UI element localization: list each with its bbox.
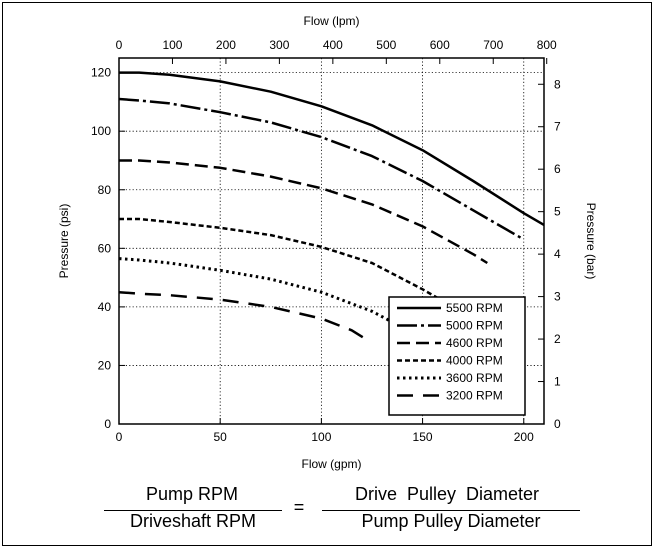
x2-tick-label: 800 xyxy=(537,38,557,52)
x-tick-label: 150 xyxy=(413,430,433,444)
legend-label: 3200 RPM xyxy=(446,389,503,403)
x2-tick-label: 600 xyxy=(430,38,450,52)
x2-tick-label: 100 xyxy=(162,38,182,52)
y-tick-label: 20 xyxy=(98,358,112,372)
x2-tick-label: 400 xyxy=(323,38,343,52)
series-line-4000-rpm xyxy=(119,217,444,303)
legend-label: 5000 RPM xyxy=(446,319,503,333)
y2-tick-label: 3 xyxy=(554,290,561,304)
y-tick-label: 0 xyxy=(104,417,111,431)
y2-tick-label: 6 xyxy=(554,162,561,176)
formula-equals: = xyxy=(293,497,305,517)
formula-fraction-bar-left xyxy=(104,510,282,511)
formula-numerator-left: Pump RPM xyxy=(145,484,239,504)
x-tick-label: 200 xyxy=(514,430,534,444)
series-line-5500-rpm xyxy=(119,71,545,226)
formula-fraction-bar-right xyxy=(322,510,580,511)
y2-tick-label: 5 xyxy=(554,205,561,219)
x2-tick-label: 200 xyxy=(216,38,236,52)
series-line-3200-rpm xyxy=(118,290,367,341)
y2-tick-label: 0 xyxy=(554,417,561,431)
formula-denominator-left: Driveshaft RPM xyxy=(129,511,257,531)
series-line-3600-rpm xyxy=(118,257,404,329)
series-lines xyxy=(118,71,545,341)
y2-tick-label: 2 xyxy=(554,332,561,346)
legend-label: 3600 RPM xyxy=(446,371,503,385)
x2-tick-label: 700 xyxy=(483,38,503,52)
legend-label: 5500 RPM xyxy=(446,301,503,315)
y2-tick-label: 7 xyxy=(554,120,561,134)
y-axis-label: Pressure (psi) xyxy=(57,204,71,279)
legend: 5500 RPM 5000 RPM 4600 RPM 4000 RPM 3600 RPM… xyxy=(388,296,526,416)
formula-denominator-right: Pump Pulley Diameter xyxy=(361,511,541,531)
x2-tick-label: 0 xyxy=(116,38,123,52)
y-tick-label: 40 xyxy=(98,300,112,314)
legend-label: 4000 RPM xyxy=(446,354,503,368)
x2-tick-label: 500 xyxy=(376,38,396,52)
legend-label: 4600 RPM xyxy=(446,336,503,350)
series-line-5000-rpm xyxy=(118,97,525,241)
y-tick-label: 80 xyxy=(98,183,112,197)
y-tick-label: 100 xyxy=(91,124,111,138)
y-tick-label: 60 xyxy=(98,241,112,255)
x-axis-label: Flow (gpm) xyxy=(301,457,361,471)
x-tick-label: 50 xyxy=(214,430,228,444)
y2-tick-label: 8 xyxy=(554,77,561,91)
x2-axis-label: Flow (lpm) xyxy=(304,14,360,28)
formula-numerator-right: Drive Pulley Diameter xyxy=(354,484,540,504)
x-tick-label: 0 xyxy=(116,430,123,444)
y2-tick-label: 1 xyxy=(554,375,561,389)
y2-axis-label: Pressure (bar) xyxy=(584,203,598,280)
x-tick-label: 100 xyxy=(311,430,331,444)
plot-area xyxy=(118,57,545,425)
y-tick-label: 120 xyxy=(91,66,111,80)
x2-tick-label: 300 xyxy=(269,38,289,52)
series-line-4600-rpm xyxy=(119,159,488,265)
y2-tick-label: 4 xyxy=(554,247,561,261)
